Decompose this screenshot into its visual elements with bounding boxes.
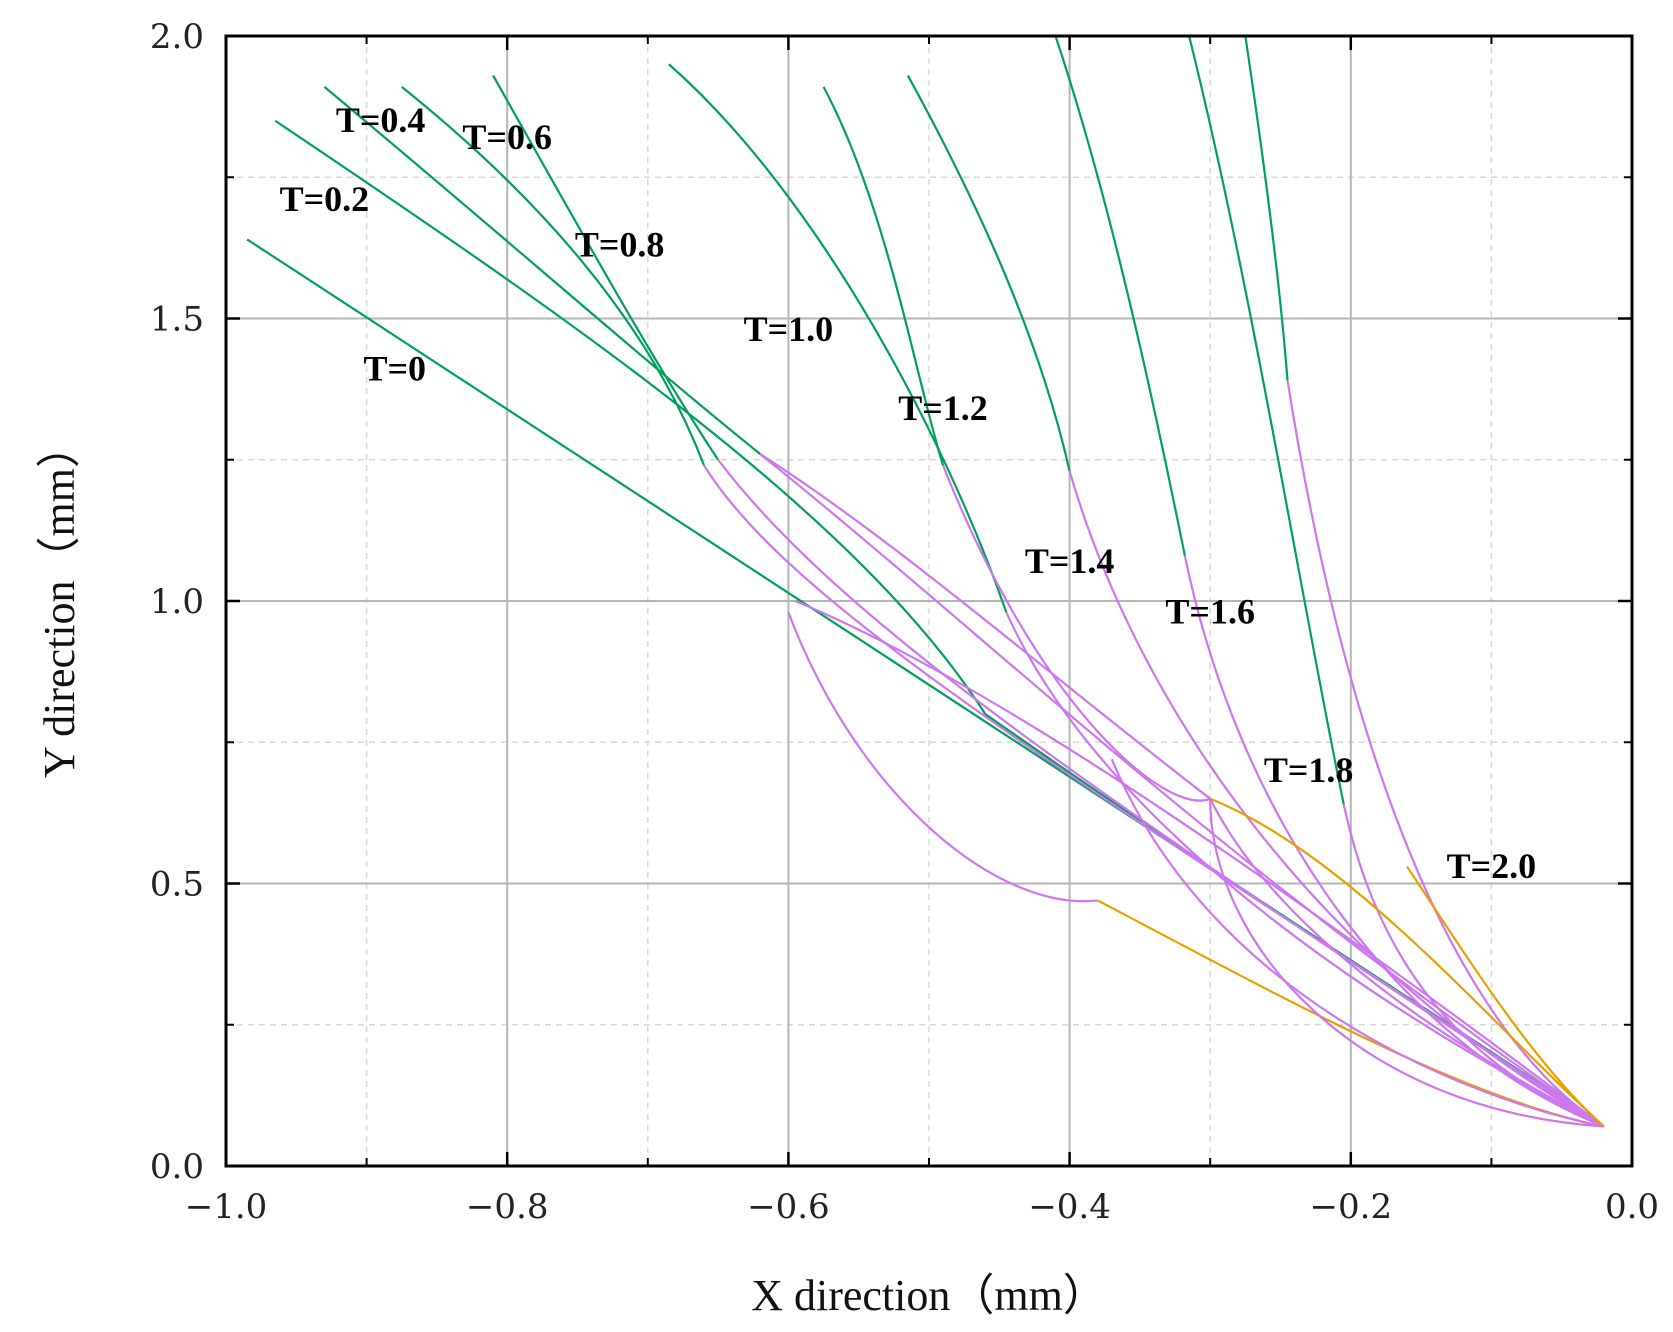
purple-curve-segment bbox=[1068, 470, 1605, 1128]
curve-label: T=1.6 bbox=[1165, 592, 1255, 632]
x-tick-label: −0.4 bbox=[1028, 1187, 1111, 1227]
green-curve-segment bbox=[1054, 35, 1186, 557]
x-tick-label: −1.0 bbox=[185, 1187, 268, 1227]
curve-annotations: T=0 T=0.2 T=0.4 T=0.6 T=0.8 T=1.0 T=1.2 T=1.4 T=… bbox=[280, 100, 1537, 886]
purple-curve-segment bbox=[717, 459, 1605, 1128]
curve-label: T=1.4 bbox=[1025, 541, 1115, 581]
curve-label: T=0.2 bbox=[280, 179, 370, 219]
purple-curve-segment bbox=[759, 453, 1211, 800]
curve-label: T=0 bbox=[363, 349, 426, 389]
green-curve-segment bbox=[274, 119, 987, 715]
purple-curve-segment bbox=[942, 464, 1211, 802]
y-axis-title: Y direction（mm） bbox=[35, 424, 84, 778]
x-tick-label: −0.2 bbox=[1310, 1187, 1393, 1227]
tick-labels: −1.0 −0.8 −0.6 −0.4 −0.2 0.0 0.0 0.5 1.0 1.5 2.0 bbox=[150, 17, 1659, 1227]
purple-curve-segment bbox=[1183, 555, 1605, 1128]
purple-curve-segment bbox=[795, 599, 1605, 1128]
y-tick-label: 1.0 bbox=[150, 582, 204, 622]
x-tick-label: 0.0 bbox=[1605, 1187, 1659, 1227]
green-curve-segment bbox=[668, 63, 1008, 613]
green-curve-segment bbox=[323, 86, 761, 455]
green-curve-segment bbox=[1244, 35, 1289, 381]
purple-curve-segment bbox=[1286, 380, 1605, 1128]
y-tick-label: 0.5 bbox=[150, 865, 204, 905]
trajectory-curves bbox=[246, 35, 1605, 1128]
green-curve-segment bbox=[401, 85, 706, 466]
green-curve-segment bbox=[822, 86, 945, 466]
purple-curve-segment bbox=[1209, 798, 1605, 1128]
green-curve-segment bbox=[492, 75, 720, 461]
y-tick-label: 0.0 bbox=[150, 1147, 204, 1187]
curve-label: T=0.4 bbox=[336, 100, 426, 140]
curve-label: T=1.2 bbox=[898, 388, 988, 428]
y-tick-label: 2.0 bbox=[150, 17, 204, 57]
curve-label: T=2.0 bbox=[1447, 846, 1537, 886]
x-tick-label: −0.6 bbox=[747, 1187, 830, 1227]
axis-ticks bbox=[224, 34, 1634, 1168]
curve-label: T=0.8 bbox=[575, 224, 665, 264]
purple-curve-segment bbox=[1209, 798, 1604, 1128]
orange-curve-segment bbox=[1209, 797, 1605, 1128]
orange-curve-segment bbox=[1406, 865, 1605, 1128]
purple-curve-segment bbox=[787, 611, 1098, 903]
purple-curve-segment bbox=[1342, 804, 1605, 1128]
purple-curve-segment bbox=[1110, 758, 1605, 1128]
green-curve-segment bbox=[1188, 35, 1345, 805]
x-axis-title: X direction（mm） bbox=[751, 1271, 1107, 1320]
curve-label: T=1.8 bbox=[1264, 750, 1354, 790]
curve-label: T=1.0 bbox=[744, 309, 834, 349]
green-curve-segment bbox=[906, 75, 1071, 472]
y-tick-label: 1.5 bbox=[150, 300, 204, 340]
curve-label: T=0.6 bbox=[462, 117, 552, 157]
x-tick-label: −0.8 bbox=[466, 1187, 549, 1227]
